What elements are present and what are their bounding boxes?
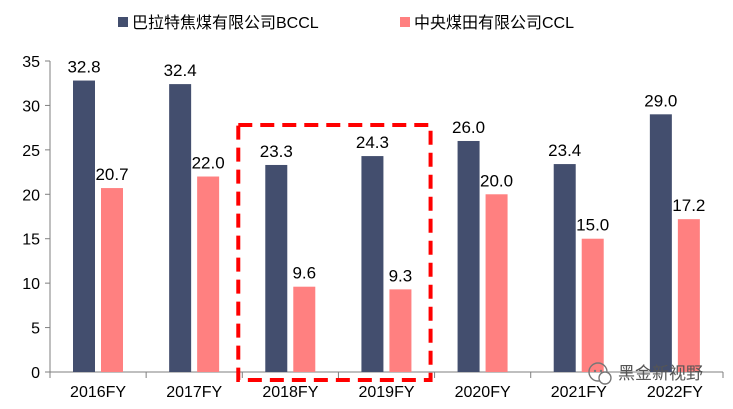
bar-series-1 <box>553 164 576 372</box>
bars <box>73 80 700 373</box>
watermark-text: 黑金新视野 <box>618 364 703 383</box>
data-label: 17.2 <box>672 196 705 215</box>
y-tick-label: 15 <box>22 232 40 249</box>
data-label: 9.3 <box>389 266 413 285</box>
data-label: 24.3 <box>356 133 389 152</box>
data-label: 20.0 <box>480 171 513 190</box>
highlight-box-rect <box>236 123 433 382</box>
bar-series-1 <box>265 164 288 372</box>
bar-series-2 <box>389 289 412 372</box>
bar-series-1 <box>73 80 95 372</box>
bar-series-1 <box>649 114 672 373</box>
bar-series-2 <box>581 238 604 372</box>
data-label: 29.0 <box>644 91 677 110</box>
data-label: 23.4 <box>548 141 581 160</box>
y-tick-label: 0 <box>31 365 40 382</box>
x-tick-label: 2021FY <box>551 384 607 401</box>
legend-swatch <box>118 17 128 27</box>
wechat-icon <box>588 362 612 385</box>
y-tick-label: 5 <box>31 321 40 338</box>
y-tick-label: 10 <box>22 276 40 293</box>
x-tick-label: 2017FY <box>166 384 222 401</box>
y-tick-label: 25 <box>22 143 40 160</box>
legend-label: 中央煤田有限公司CCL <box>414 14 574 32</box>
data-label: 32.4 <box>164 61 197 80</box>
bar-series-2 <box>485 194 508 372</box>
bar-series-1 <box>457 140 480 372</box>
watermark: 黑金新视野 <box>588 362 703 385</box>
bar-series-1 <box>361 156 384 372</box>
data-label: 32.8 <box>67 58 100 77</box>
bar-series-2 <box>101 188 123 372</box>
x-tick-label: 2020FY <box>455 384 511 401</box>
bar-series-2 <box>293 286 316 372</box>
x-tick-label: 2019FY <box>358 384 414 401</box>
y-tick-label: 20 <box>22 187 40 204</box>
data-label: 15.0 <box>576 216 609 235</box>
data-label: 22.0 <box>192 154 225 173</box>
data-label: 20.7 <box>95 165 128 184</box>
bar-series-2 <box>677 219 700 372</box>
x-axis: 2016FY 2017FY 2018FY 2019FY 2020FY 2021FY 2022… <box>49 371 724 401</box>
data-label: 23.3 <box>260 142 293 161</box>
bar-series-1 <box>169 84 192 373</box>
data-label: 26.0 <box>452 118 485 137</box>
legend: 巴拉特焦煤有限公司BCCL 中央煤田有限公司CCL <box>118 14 574 32</box>
y-axis: 0 5 10 15 20 25 30 35 <box>22 54 51 382</box>
data-label: 9.6 <box>292 264 316 283</box>
legend-swatch <box>400 17 410 27</box>
highlight-box <box>236 123 433 382</box>
legend-label: 巴拉特焦煤有限公司BCCL <box>132 14 319 32</box>
x-tick-label: 2022FY <box>647 384 703 401</box>
x-tick-label: 2018FY <box>262 384 318 401</box>
data-labels: 32.8 32.4 23.3 24.3 26.0 23.4 29.0 20.7 22.0 9.6 9… <box>67 58 705 286</box>
y-tick-label: 30 <box>22 98 40 115</box>
bar-series-2 <box>197 176 220 372</box>
x-tick-label: 2016FY <box>70 384 126 401</box>
y-tick-label: 35 <box>22 54 40 71</box>
